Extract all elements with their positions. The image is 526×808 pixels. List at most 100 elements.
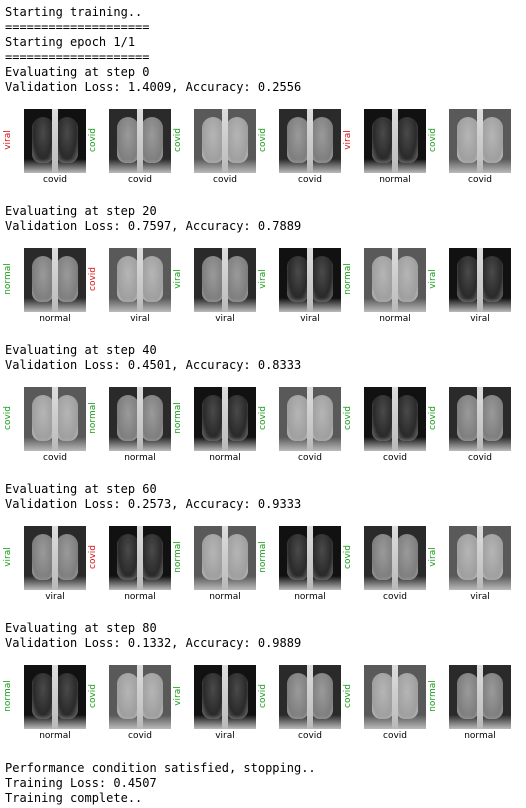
image-grid-row: viral viral covid normal normal normal normal n… bbox=[0, 524, 526, 606]
xray-sample: covid normal bbox=[85, 524, 171, 606]
xray-sample: viral viral bbox=[425, 524, 511, 606]
xray-sample: viral viral bbox=[255, 246, 341, 328]
chest-xray-image bbox=[449, 387, 511, 451]
xray-sample: normal normal bbox=[425, 663, 511, 745]
image-grid-row: normal normal covid covid viral viral covid cov… bbox=[0, 663, 526, 745]
ground-truth-label: covid bbox=[128, 175, 152, 185]
xray-sample: viral viral bbox=[0, 524, 86, 606]
chest-xray-image bbox=[194, 526, 256, 590]
eval-step-line: Evaluating at step 40 bbox=[5, 343, 157, 357]
ground-truth-label: covid bbox=[298, 453, 322, 463]
ground-truth-label: viral bbox=[300, 314, 320, 324]
chest-xray-image bbox=[279, 109, 341, 173]
prediction-label: covid bbox=[340, 663, 356, 729]
prediction-label: normal bbox=[0, 663, 16, 729]
eval-step-line: Evaluating at step 20 bbox=[5, 204, 157, 218]
prediction-label: viral bbox=[170, 246, 186, 312]
prediction-text: viral bbox=[428, 547, 438, 567]
eval-metrics-line: Validation Loss: 0.1332, Accuracy: 0.988… bbox=[5, 636, 302, 650]
ground-truth-label: normal bbox=[39, 314, 71, 324]
prediction-label: normal bbox=[255, 524, 271, 590]
chest-xray-image bbox=[449, 665, 511, 729]
prediction-text: covid bbox=[343, 406, 353, 430]
log-divider: ==================== bbox=[5, 20, 150, 34]
chest-xray-image bbox=[194, 665, 256, 729]
xray-sample: covid covid bbox=[85, 663, 171, 745]
eval-metrics-line: Validation Loss: 0.4501, Accuracy: 0.833… bbox=[5, 358, 302, 372]
chest-xray-image bbox=[194, 109, 256, 173]
prediction-text: covid bbox=[88, 128, 98, 152]
chest-xray-image bbox=[24, 526, 86, 590]
ground-truth-label: normal bbox=[124, 453, 156, 463]
image-grid-row: covid covid normal normal normal normal covid c… bbox=[0, 385, 526, 467]
prediction-text: viral bbox=[343, 130, 353, 150]
prediction-label: normal bbox=[170, 385, 186, 451]
prediction-label: viral bbox=[255, 246, 271, 312]
prediction-text: covid bbox=[3, 406, 13, 430]
prediction-text: covid bbox=[258, 128, 268, 152]
prediction-label: covid bbox=[170, 107, 186, 173]
eval-step-line: Evaluating at step 80 bbox=[5, 621, 157, 635]
ground-truth-label: viral bbox=[470, 592, 490, 602]
ground-truth-label: covid bbox=[468, 453, 492, 463]
chest-xray-image bbox=[24, 109, 86, 173]
xray-sample: viral viral bbox=[425, 246, 511, 328]
xray-sample: covid covid bbox=[340, 385, 426, 467]
ground-truth-label: covid bbox=[383, 453, 407, 463]
prediction-label: viral bbox=[0, 107, 16, 173]
xray-sample: normal normal bbox=[0, 246, 86, 328]
prediction-label: covid bbox=[85, 524, 101, 590]
chest-xray-image bbox=[194, 248, 256, 312]
xray-sample: covid covid bbox=[425, 107, 511, 189]
chest-xray-image bbox=[279, 387, 341, 451]
ground-truth-label: normal bbox=[379, 314, 411, 324]
prediction-label: viral bbox=[340, 107, 356, 173]
prediction-label: covid bbox=[425, 385, 441, 451]
xray-sample: covid covid bbox=[255, 385, 341, 467]
ground-truth-label: covid bbox=[128, 731, 152, 741]
ground-truth-label: viral bbox=[45, 592, 65, 602]
log-divider: ==================== bbox=[5, 50, 150, 64]
chest-xray-image bbox=[449, 109, 511, 173]
ground-truth-label: viral bbox=[130, 314, 150, 324]
xray-sample: normal normal bbox=[340, 246, 426, 328]
eval-metrics-line: Validation Loss: 0.7597, Accuracy: 0.788… bbox=[5, 219, 302, 233]
prediction-text: covid bbox=[343, 684, 353, 708]
prediction-text: normal bbox=[173, 541, 183, 573]
prediction-text: covid bbox=[258, 406, 268, 430]
prediction-text: normal bbox=[3, 263, 13, 295]
prediction-text: normal bbox=[3, 680, 13, 712]
prediction-label: viral bbox=[170, 663, 186, 729]
xray-sample: normal normal bbox=[85, 385, 171, 467]
prediction-label: normal bbox=[0, 246, 16, 312]
image-grid-row: viral covid covid covid covid covid covid covid… bbox=[0, 107, 526, 189]
xray-sample: normal normal bbox=[170, 524, 256, 606]
prediction-label: normal bbox=[425, 663, 441, 729]
prediction-text: viral bbox=[173, 686, 183, 706]
prediction-text: normal bbox=[428, 680, 438, 712]
prediction-label: normal bbox=[340, 246, 356, 312]
ground-truth-label: covid bbox=[298, 175, 322, 185]
prediction-text: covid bbox=[88, 267, 98, 291]
chest-xray-image bbox=[109, 387, 171, 451]
prediction-text: viral bbox=[3, 547, 13, 567]
eval-metrics-line: Validation Loss: 0.2573, Accuracy: 0.933… bbox=[5, 497, 302, 511]
ground-truth-label: normal bbox=[209, 592, 241, 602]
prediction-text: viral bbox=[173, 269, 183, 289]
chest-xray-image bbox=[449, 248, 511, 312]
ground-truth-label: normal bbox=[209, 453, 241, 463]
log-training-loss: Training Loss: 0.4507 bbox=[5, 776, 157, 790]
xray-sample: covid covid bbox=[255, 107, 341, 189]
xray-sample: viral viral bbox=[170, 246, 256, 328]
xray-sample: viral viral bbox=[170, 663, 256, 745]
prediction-text: viral bbox=[3, 130, 13, 150]
chest-xray-image bbox=[449, 526, 511, 590]
prediction-label: viral bbox=[0, 524, 16, 590]
ground-truth-label: viral bbox=[215, 731, 235, 741]
prediction-label: viral bbox=[425, 524, 441, 590]
prediction-label: normal bbox=[85, 385, 101, 451]
xray-sample: covid covid bbox=[425, 385, 511, 467]
prediction-text: covid bbox=[173, 128, 183, 152]
ground-truth-label: covid bbox=[383, 731, 407, 741]
